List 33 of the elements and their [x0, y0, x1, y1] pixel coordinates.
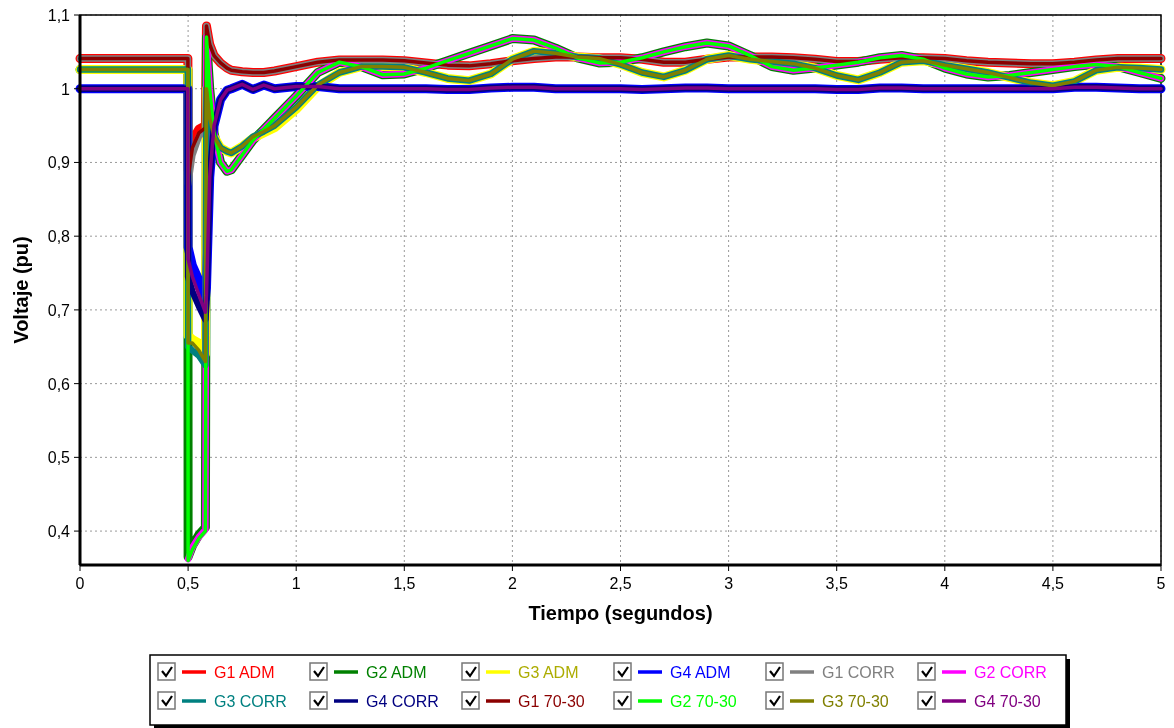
legend-label: G3 ADM [518, 664, 579, 681]
y-tick-label: 0,5 [47, 449, 71, 467]
y-axis-title: Voltaje (pu) [10, 236, 32, 344]
y-tick-label: 1,1 [47, 7, 71, 24]
x-tick-label: 1,5 [393, 575, 416, 592]
legend-label: G4 70-30 [974, 693, 1041, 710]
legend-label: G2 70-30 [670, 693, 737, 710]
x-tick-label: 3 [724, 575, 734, 592]
y-tick-label: 0,4 [47, 523, 71, 541]
x-axis-title: Tiempo (segundos) [528, 602, 713, 624]
x-tick-label: 5 [1156, 575, 1166, 592]
legend-label: G1 ADM [214, 664, 275, 681]
x-tick-label: 4 [940, 575, 950, 592]
legend-label: G4 CORR [366, 693, 439, 710]
y-tick-label: 0,7 [47, 301, 71, 319]
y-tick-label: 0,8 [47, 228, 71, 246]
x-tick-label: 1 [291, 575, 301, 592]
legend-label: G1 CORR [822, 664, 895, 681]
y-tick-label: 1 [61, 80, 71, 98]
legend-label: G3 70-30 [822, 693, 889, 710]
legend-label: G2 ADM [366, 664, 427, 681]
legend-label: G3 CORR [214, 693, 287, 710]
x-tick-label: 4,5 [1041, 575, 1065, 592]
y-tick-label: 0,6 [47, 375, 71, 393]
legend-label: G2 CORR [974, 664, 1047, 681]
y-tick-label: 0,9 [47, 154, 71, 172]
x-tick-label: 2 [507, 575, 517, 592]
x-tick-label: 3,5 [825, 575, 848, 592]
x-tick-label: 0,5 [176, 575, 200, 592]
legend-label: G4 ADM [670, 664, 731, 681]
x-tick-label: 0 [75, 575, 85, 592]
legend-label: G1 70-30 [518, 693, 585, 710]
x-tick-label: 2,5 [609, 575, 632, 592]
